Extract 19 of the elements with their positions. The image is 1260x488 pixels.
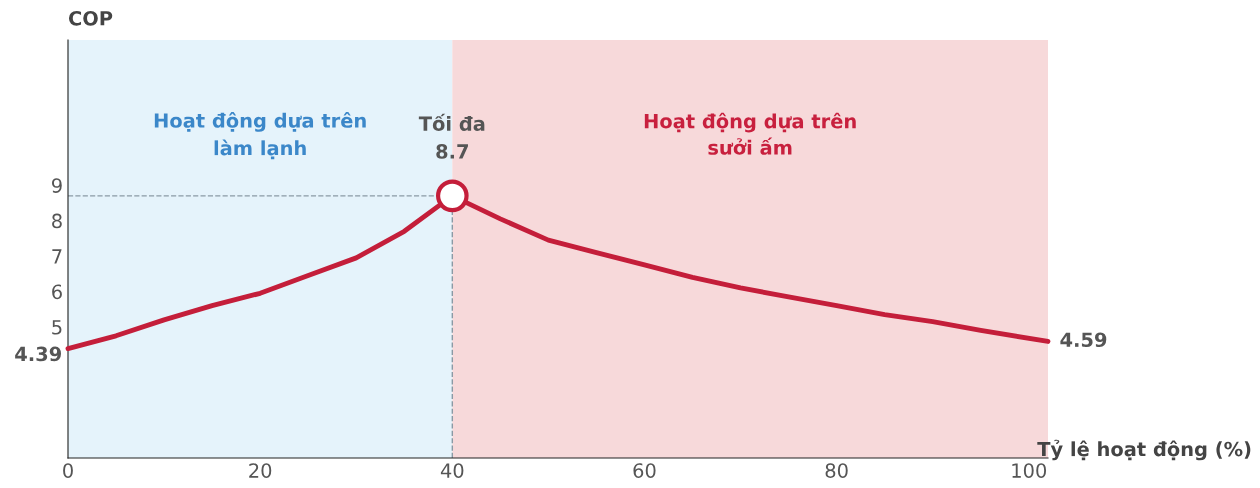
y-tick-label: 9 xyxy=(51,178,62,193)
x-tick-label: 60 xyxy=(633,463,656,478)
x-tick-label: 100 xyxy=(1012,463,1047,478)
y-tick-label: 7 xyxy=(52,249,62,264)
x-tick-label: 80 xyxy=(825,463,848,478)
y-tick-label: 6 xyxy=(52,284,62,300)
x-axis-title: Tỷ lệ hoạt động (%) xyxy=(1037,439,1251,461)
y-tick-label: 8 xyxy=(52,213,62,229)
band-label: Hoạt động dựa trên làm lạnh xyxy=(154,112,366,160)
x-tick-label: 20 xyxy=(249,463,272,478)
y-tick-label: 5 xyxy=(52,320,62,335)
band-label: Hoạt động dựa trên sưởi ấm xyxy=(644,112,856,155)
annotation: Tối đa xyxy=(418,113,485,131)
x-tick-label: 40 xyxy=(440,463,464,478)
y-axis-title: COP xyxy=(68,10,113,26)
data-label: 4.59 xyxy=(1060,332,1107,348)
data-label: 8.7 xyxy=(436,144,468,159)
x-tick-label: 0 xyxy=(63,463,73,478)
data-label: 4.39 xyxy=(15,346,61,362)
